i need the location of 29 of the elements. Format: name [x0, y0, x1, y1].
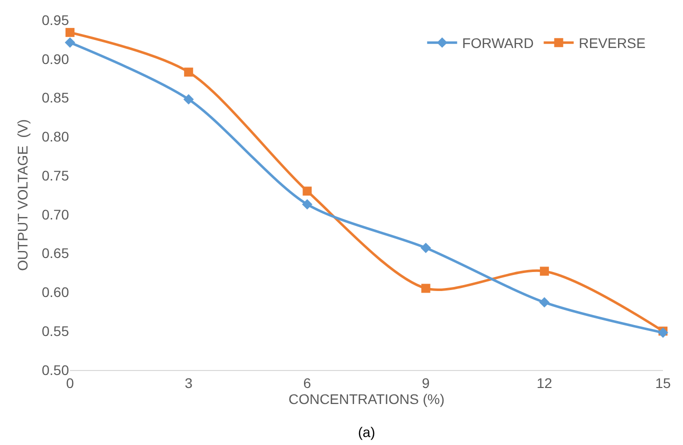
y-tick-label: 0.70: [42, 206, 70, 222]
y-tick-label: 0.90: [42, 50, 70, 67]
x-tick-label: 15: [655, 374, 671, 391]
x-tick-label: 12: [536, 374, 552, 391]
legend-label: FORWARD: [462, 35, 534, 52]
y-tick-label: 0.65: [42, 245, 70, 262]
point: [302, 199, 312, 210]
point: [64, 37, 76, 48]
y-tick-label: 0.80: [42, 128, 70, 145]
point: [302, 186, 312, 196]
point: [539, 297, 550, 308]
text: (a): [358, 424, 376, 440]
point: [420, 242, 431, 254]
x-tick-label: 9: [422, 374, 430, 391]
x-tick-label: 6: [303, 374, 312, 391]
point: [184, 68, 194, 77]
y-axis-title: OUTPUT VOLTAGE (V): [14, 119, 30, 271]
y-tick-label: 0.60: [42, 284, 70, 300]
point: [421, 284, 430, 293]
y-tick-label: 0.75: [42, 167, 70, 184]
x-tick-label: 3: [184, 374, 193, 391]
point: [66, 28, 74, 37]
y-tick-label: 0.55: [42, 323, 70, 340]
point: [540, 266, 549, 276]
y-tick-label: 0.95: [42, 12, 70, 28]
y-tick-label: 0.85: [42, 90, 70, 106]
point: [183, 94, 194, 105]
x-axis-title: CONCENTRATIONS (%): [288, 391, 445, 408]
legend-label: REVERSE: [578, 35, 646, 52]
